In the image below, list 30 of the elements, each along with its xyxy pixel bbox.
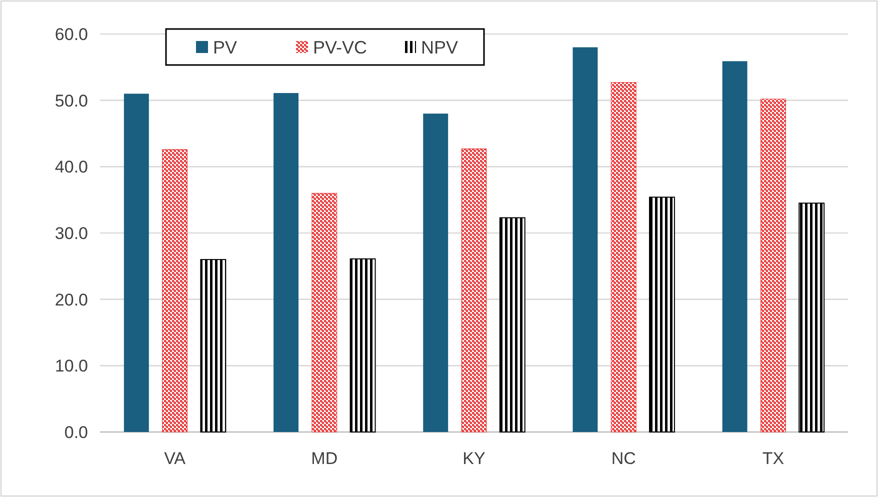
- x-tick-label: TX: [762, 449, 784, 468]
- bar: [312, 192, 338, 432]
- y-tick-label: 10.0: [54, 356, 88, 376]
- x-tick-label: KY: [462, 449, 486, 468]
- y-tick-label: 50.0: [54, 91, 88, 110]
- bar: [499, 217, 526, 432]
- legend-label: PV-VC: [313, 37, 368, 58]
- bar: [423, 114, 448, 432]
- bar: [572, 47, 598, 432]
- x-tick-label: NC: [611, 449, 636, 468]
- y-tick-label: 0.0: [64, 422, 88, 442]
- bar: [760, 98, 786, 432]
- bar: [274, 93, 298, 432]
- x-tick-label: VA: [164, 449, 186, 468]
- y-tick-label: 30.0: [54, 224, 88, 243]
- legend-label: NPV: [421, 37, 458, 58]
- bar: [200, 259, 226, 432]
- x-tick-label: MD: [311, 449, 338, 468]
- bar: [461, 148, 487, 432]
- bar: [798, 202, 825, 432]
- legend-label: PV: [213, 37, 238, 58]
- bar: [350, 258, 376, 432]
- bar: [722, 61, 748, 432]
- bar: [610, 82, 636, 432]
- bar: [162, 149, 188, 432]
- bar: [124, 94, 149, 432]
- y-tick-label: 60.0: [54, 24, 88, 44]
- y-tick-label: 40.0: [54, 158, 88, 177]
- y-tick-label: 20.0: [54, 290, 88, 310]
- bar: [649, 196, 675, 432]
